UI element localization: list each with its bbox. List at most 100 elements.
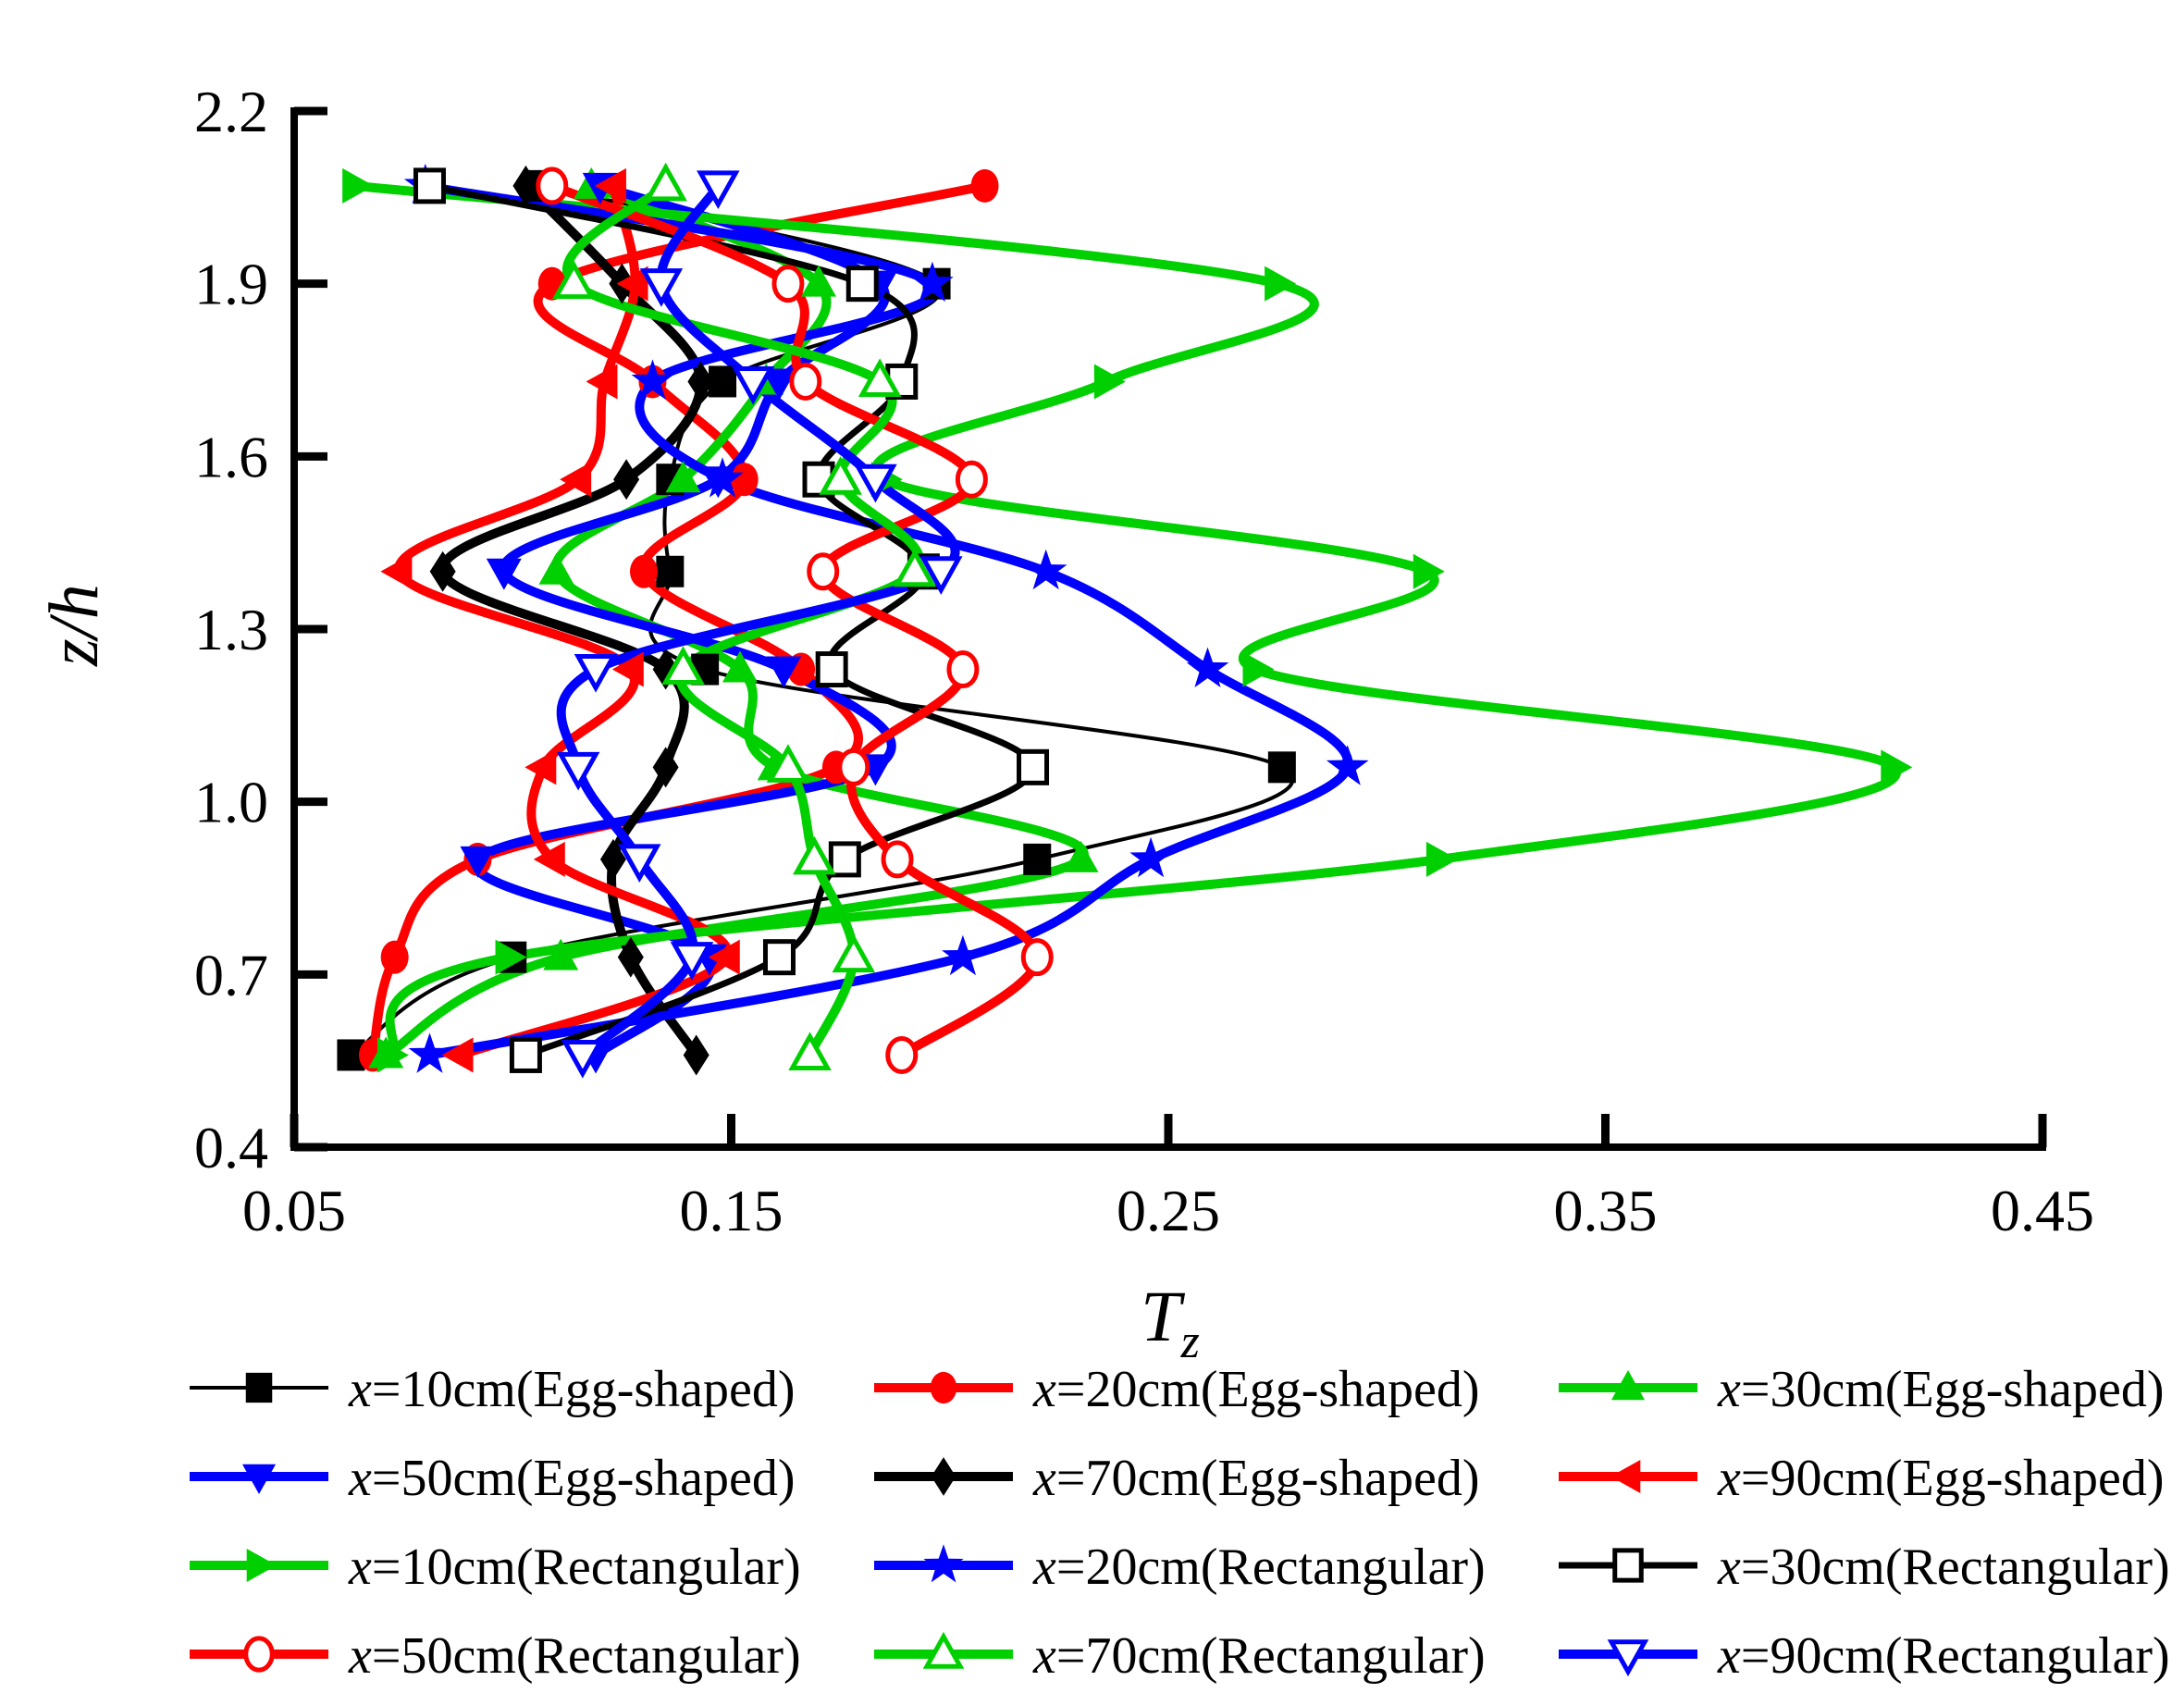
legend-item: x=50cm(Egg-shaped) (190, 1450, 796, 1507)
legend-item: x=50cm(Rectangular) (190, 1627, 801, 1685)
square-open-marker-icon (1017, 748, 1050, 785)
legend-item-label: x=30cm(Rectangular) (1717, 1539, 2170, 1596)
y-tick-label: 1.0 (194, 770, 268, 835)
star-marker-icon (1326, 745, 1369, 785)
triangle-right-marker-icon (342, 167, 375, 204)
diamond-marker-icon (687, 361, 714, 402)
triangle-down-open-marker-icon (556, 751, 600, 791)
triangle-right-marker-icon (376, 1037, 409, 1073)
triangle-down-open-marker-icon (574, 654, 618, 693)
star-marker-icon (942, 934, 984, 976)
legend-item: x=20cm(Rectangular) (874, 1539, 1486, 1596)
x-tick-label: 0.25 (1117, 1178, 1220, 1243)
triangle-left-marker-icon (708, 939, 740, 975)
square-marker-icon (1023, 843, 1052, 875)
triangle-right-marker-icon (1881, 749, 1913, 785)
triangle-up-marker-icon (722, 650, 758, 683)
triangle-up-marker-icon (801, 265, 836, 297)
legend-item-label: x=90cm(Rectangular) (1717, 1627, 2170, 1685)
square-marker-icon (1267, 751, 1296, 784)
triangle-up-marker-icon (1610, 1370, 1646, 1401)
triangle-right-marker-icon (1265, 266, 1297, 302)
legend-item: x=90cm(Egg-shaped) (1559, 1450, 2165, 1507)
legend-item: x=30cm(Egg-shaped) (1559, 1361, 2165, 1418)
diamond-marker-icon (512, 165, 539, 206)
triangle-left-marker-icon (594, 167, 626, 204)
star-marker-icon (1186, 647, 1229, 687)
legend-item-label: x=20cm(Egg-shaped) (1032, 1361, 1480, 1418)
circle-open-marker-icon (771, 265, 805, 303)
circle-marker-icon (930, 1371, 957, 1404)
diamond-marker-icon (683, 1034, 709, 1076)
series-11-markers (556, 170, 963, 1079)
legend-item-label: x=10cm(Rectangular) (348, 1539, 801, 1596)
series-6-curve (351, 180, 1901, 1060)
series-10-markers (552, 162, 937, 1070)
triangle-up-marker-icon (1063, 840, 1099, 872)
legend-item-label: x=70cm(Rectangular) (1032, 1627, 1486, 1685)
square-open-marker-icon (509, 1036, 542, 1073)
square-open-marker-icon (845, 266, 879, 303)
triangle-up-open-marker-icon (793, 835, 836, 875)
triangle-up-marker-icon (543, 938, 579, 970)
series-9-markers (536, 167, 1054, 1074)
legend-item-label: x=50cm(Egg-shaped) (348, 1450, 796, 1507)
series-5-markers (380, 167, 740, 1073)
square-open-marker-icon (815, 651, 848, 688)
star-marker-icon (1129, 836, 1172, 878)
diamond-marker-icon (613, 459, 640, 500)
legend-item-label: x=10cm(Egg-shaped) (348, 1361, 796, 1418)
triangle-left-marker-icon (441, 1037, 474, 1073)
triangle-down-open-marker-icon (670, 942, 714, 981)
circle-open-marker-icon (881, 840, 914, 879)
triangle-down-open-marker-icon (854, 463, 897, 503)
y-axis-label: z/h (35, 584, 113, 666)
legend-item: x=30cm(Rectangular) (1559, 1539, 2170, 1596)
triangle-up-open-marker-icon (788, 1032, 832, 1070)
triangle-down-open-marker-icon (1607, 1639, 1649, 1677)
triangle-down-marker-icon (241, 1464, 277, 1494)
triangle-down-marker-icon (766, 656, 802, 688)
x-tick-label: 0.35 (1554, 1178, 1658, 1243)
triangle-right-marker-icon (1242, 651, 1275, 687)
square-open-marker-icon (828, 841, 861, 878)
y-tick-label: 0.4 (194, 1115, 268, 1180)
legend-item: x=10cm(Rectangular) (190, 1539, 801, 1596)
x-axis-label-main: T (1141, 1276, 1181, 1356)
series-0-markers (337, 169, 1296, 1071)
diamond-marker-icon (599, 838, 626, 880)
triangle-up-open-marker-icon (922, 1631, 965, 1669)
square-open-marker-icon (762, 939, 796, 976)
circle-open-marker-icon (243, 1636, 275, 1673)
star-marker-icon (911, 261, 954, 303)
x-tick-label: 0.05 (242, 1178, 346, 1243)
square-open-marker-icon (1612, 1548, 1644, 1583)
x-axis-label-subscript: z (1180, 1316, 1200, 1368)
triangle-down-open-marker-icon (561, 1039, 605, 1079)
y-tick-label: 1.3 (194, 597, 268, 662)
triangle-down-marker-icon (460, 846, 496, 878)
legend-item: x=10cm(Egg-shaped) (190, 1361, 796, 1418)
legend-item-label: x=50cm(Rectangular) (348, 1627, 801, 1685)
series-9-curve (547, 180, 1043, 1060)
triangle-right-marker-icon (1413, 553, 1445, 589)
y-tick-label: 2.2 (194, 79, 268, 144)
circle-marker-icon (630, 554, 658, 588)
triangle-up-open-marker-icon (819, 456, 862, 495)
legend-item-label: x=20cm(Rectangular) (1032, 1539, 1486, 1596)
series-6-markers (342, 167, 1913, 1073)
diamond-marker-icon (931, 1457, 956, 1496)
square-open-marker-icon (413, 167, 446, 204)
y-tick-label: 1.9 (194, 252, 268, 317)
circle-open-marker-icon (1020, 938, 1054, 977)
series-8-curve (426, 182, 1036, 1058)
circle-marker-icon (970, 168, 999, 203)
triangle-down-open-marker-icon (618, 844, 661, 884)
triangle-left-marker-icon (380, 553, 413, 589)
square-marker-icon (656, 555, 685, 587)
diamond-marker-icon (617, 936, 644, 978)
triangle-up-marker-icon (665, 461, 701, 493)
star-marker-icon (923, 1544, 964, 1583)
circle-open-marker-icon (955, 460, 988, 499)
